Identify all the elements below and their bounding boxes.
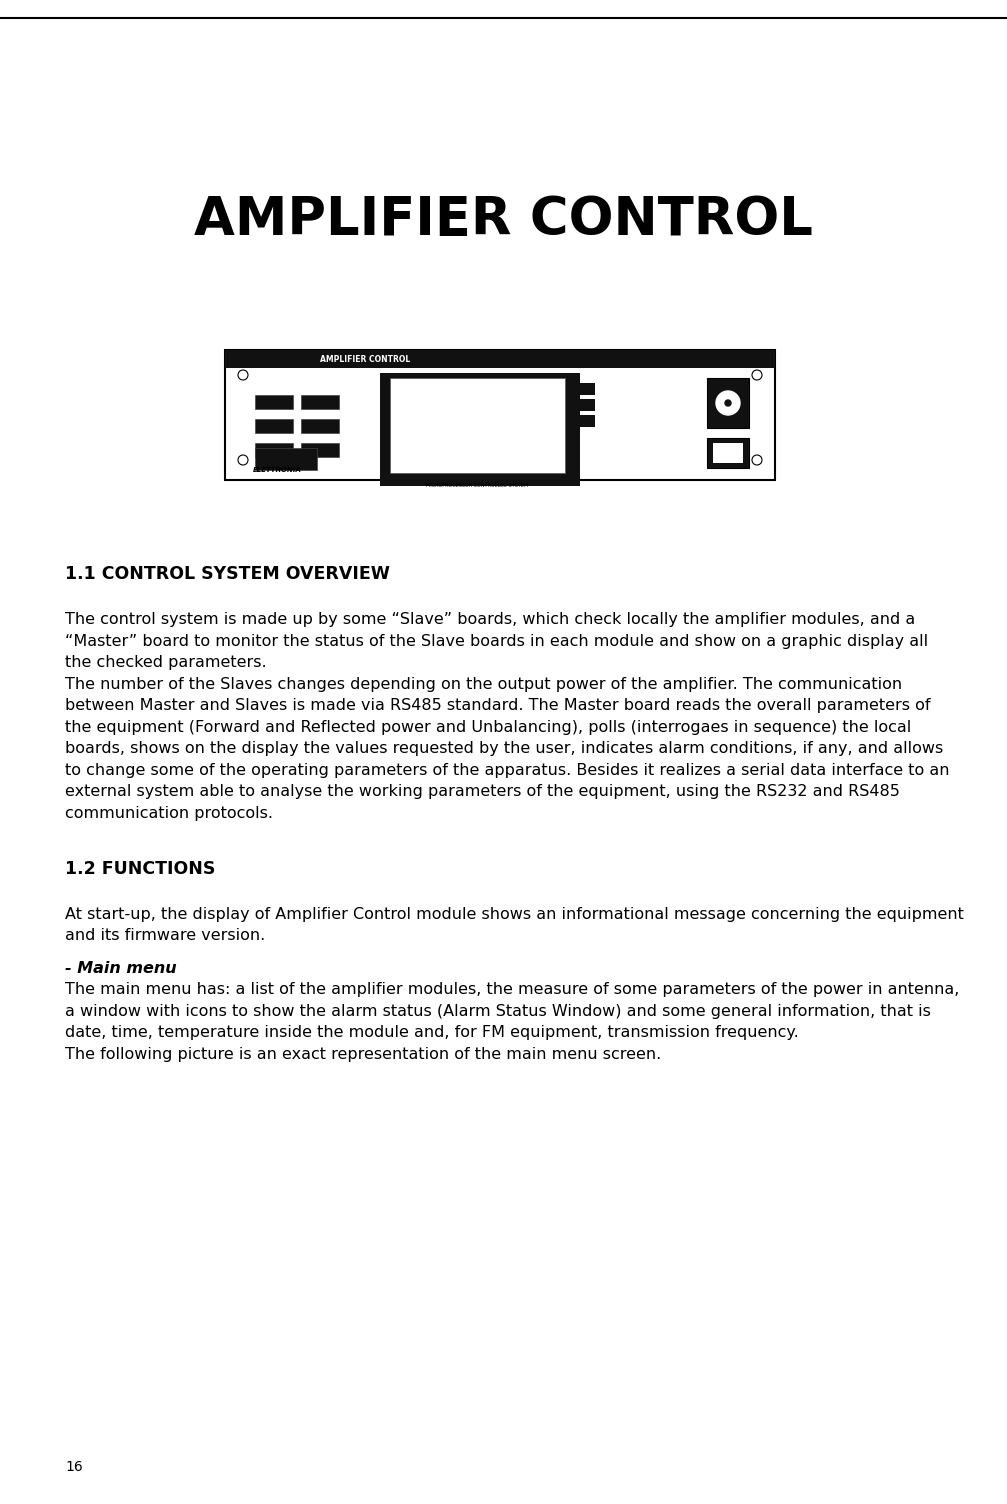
Bar (255, 420, 293, 433)
Text: and its firmware version.: and its firmware version. (65, 928, 265, 943)
Bar (380, 373, 580, 486)
Bar (301, 420, 339, 433)
Bar (301, 444, 339, 457)
Text: between Master and Slaves is made via RS485 standard. The Master board reads the: between Master and Slaves is made via RS… (65, 698, 930, 713)
Text: the checked parameters.: the checked parameters. (65, 656, 267, 671)
Text: The main menu has: a list of the amplifier modules, the measure of some paramete: The main menu has: a list of the amplifi… (65, 982, 960, 997)
Text: At start-up, the display of Amplifier Control module shows an informational mess: At start-up, the display of Amplifier Co… (65, 907, 964, 922)
Text: “Master” board to monitor the status of the Slave boards in each module and show: “Master” board to monitor the status of … (65, 633, 928, 648)
Text: 1.1 CONTROL SYSTEM OVERVIEW: 1.1 CONTROL SYSTEM OVERVIEW (65, 566, 390, 584)
Text: ELETTRONIA: ELETTRONIA (253, 468, 302, 472)
Bar (577, 384, 595, 396)
Bar (577, 415, 595, 427)
Bar (255, 444, 293, 457)
Text: external system able to analyse the working parameters of the equipment, using t: external system able to analyse the work… (65, 784, 900, 799)
Bar (390, 378, 565, 472)
Text: communication protocols.: communication protocols. (65, 806, 273, 821)
Bar (255, 396, 293, 409)
Bar (225, 350, 775, 480)
Text: a window with icons to show the alarm status (Alarm Status Window) and some gene: a window with icons to show the alarm st… (65, 1003, 930, 1018)
Bar (707, 378, 749, 429)
Circle shape (725, 400, 731, 406)
Text: the equipment (Forward and Reflected power and Unbalancing), polls (interrogaes : the equipment (Forward and Reflected pow… (65, 720, 911, 735)
Text: The following picture is an exact representation of the main menu screen.: The following picture is an exact repres… (65, 1047, 662, 1062)
Text: The control system is made up by some “Slave” boards, which check locally the am: The control system is made up by some “S… (65, 612, 915, 627)
Text: The number of the Slaves changes depending on the output power of the amplifier.: The number of the Slaves changes dependi… (65, 677, 902, 692)
Text: MICROPROCESSOR CONTROLLED SYSTEM: MICROPROCESSOR CONTROLLED SYSTEM (426, 483, 529, 487)
Bar (707, 438, 749, 468)
Text: - Main menu: - Main menu (65, 961, 176, 976)
Text: 16: 16 (65, 1460, 83, 1474)
Bar (577, 399, 595, 411)
Text: to change some of the operating parameters of the apparatus. Besides it realizes: to change some of the operating paramete… (65, 763, 950, 778)
Bar (301, 396, 339, 409)
Text: AMPLIFIER CONTROL: AMPLIFIER CONTROL (320, 355, 410, 364)
Text: 1.2 FUNCTIONS: 1.2 FUNCTIONS (65, 860, 215, 877)
Text: boards, shows on the display the values requested by the user, indicates alarm c: boards, shows on the display the values … (65, 741, 944, 757)
Text: date, time, temperature inside the module and, for FM equipment, transmission fr: date, time, temperature inside the modul… (65, 1026, 799, 1041)
Bar (713, 444, 743, 463)
Circle shape (716, 391, 740, 415)
Bar (255, 448, 317, 469)
Bar (225, 350, 775, 368)
Text: AMPLIFIER CONTROL: AMPLIFIER CONTROL (194, 194, 813, 247)
